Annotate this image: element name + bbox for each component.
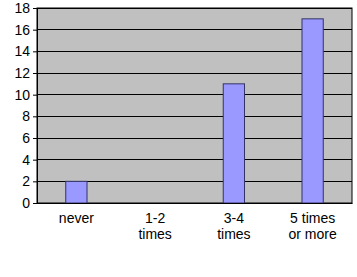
y-tick-mark (33, 51, 37, 52)
y-axis: 0 2 4 6 8 10 12 14 16 18 (14, 0, 37, 211)
y-tick-mark (33, 73, 37, 74)
x-tick-label-line: 1-2 (145, 210, 165, 226)
y-tick-mark (33, 203, 37, 204)
x-tick-label-line: times (217, 226, 250, 242)
y-tick: 16 (14, 22, 37, 38)
y-tick: 2 (22, 173, 37, 189)
y-tick-label: 6 (22, 130, 30, 146)
y-tick-mark (33, 8, 37, 9)
y-tick: 12 (14, 65, 37, 81)
y-tick-label: 10 (14, 87, 30, 103)
x-tick-label-line: never (59, 210, 94, 226)
x-tick-label-line: or more (289, 226, 337, 242)
y-tick-label: 12 (14, 65, 30, 81)
y-tick-label: 2 (22, 173, 30, 189)
x-tick-label: 5 timesor more (289, 210, 337, 242)
y-tick-label: 16 (14, 22, 30, 38)
y-tick: 4 (22, 152, 37, 168)
y-tick: 0 (22, 195, 37, 211)
x-tick: 3-4times (217, 210, 250, 242)
y-axis-line (33, 9, 38, 204)
y-tick-label: 18 (14, 0, 30, 16)
x-tick-label: 1-2times (138, 210, 171, 242)
y-tick-label: 4 (22, 152, 30, 168)
y-tick: 14 (14, 43, 37, 59)
x-tick: never (59, 210, 94, 226)
y-tick-mark (33, 138, 37, 139)
y-tick-mark (33, 30, 37, 31)
bar (144, 203, 165, 204)
grid (37, 8, 352, 203)
y-tick-mark (33, 116, 37, 117)
y-tick-label: 14 (14, 43, 30, 59)
bars (66, 19, 324, 203)
x-tick-label: never (59, 210, 94, 226)
x-tick-label-line: 5 times (290, 210, 335, 226)
x-axis-line (38, 203, 353, 204)
y-tick-label: 0 (22, 195, 30, 211)
x-tick: 1-2times (138, 210, 171, 242)
x-tick: 5 timesor more (289, 210, 337, 242)
y-tick: 10 (14, 87, 37, 103)
y-tick: 8 (22, 108, 37, 124)
bar (66, 181, 87, 203)
plot: 024681012141618never1-2times3-4times5 ti… (14, 0, 352, 242)
x-tick-label: 3-4times (217, 210, 250, 242)
y-tick: 6 (22, 130, 37, 146)
y-tick-mark (33, 95, 37, 96)
grid-line (37, 8, 352, 9)
x-axis: never1-2times3-4times5 timesor more (38, 204, 353, 243)
chart: 024681012141618never1-2times3-4times5 ti… (0, 0, 357, 277)
y-tick: 18 (14, 0, 37, 16)
bar (302, 19, 323, 203)
y-tick-mark (33, 181, 37, 182)
x-tick-label-line: times (138, 226, 171, 242)
y-tick-label: 8 (22, 108, 30, 124)
bar (223, 84, 244, 203)
x-tick-label-line: 3-4 (224, 210, 244, 226)
y-tick-mark (33, 160, 37, 161)
plot-background (37, 8, 352, 203)
